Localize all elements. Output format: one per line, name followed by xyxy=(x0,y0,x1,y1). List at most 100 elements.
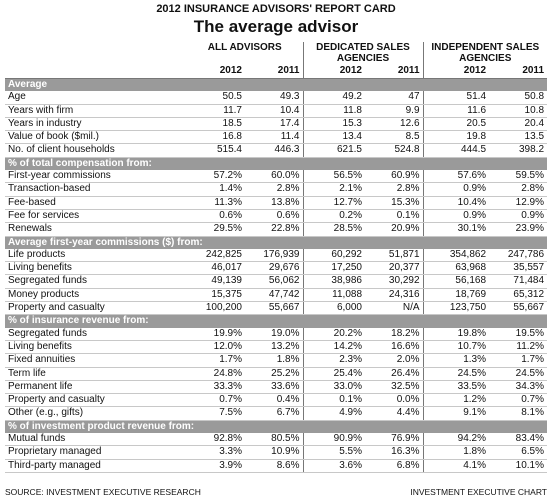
section-title: % of total compensation from: xyxy=(5,157,548,171)
cell-value: 46,017 xyxy=(187,261,245,276)
cell-value: 2.0% xyxy=(365,353,424,368)
cell-value: 25.4% xyxy=(302,367,365,381)
cell-value: 7.5% xyxy=(187,406,245,421)
cell-value: 2.8% xyxy=(489,182,548,197)
cell-value: 29.5% xyxy=(187,222,245,237)
cell-value: 6,000 xyxy=(302,301,365,316)
cell-value: 33.5% xyxy=(422,380,490,395)
data-row: Fee for services 0.6% 0.6% 0.2% 0.1% 0.9% 0.9% xyxy=(5,209,548,224)
cell-value: 0.0% xyxy=(365,393,424,408)
row-label: Renewals xyxy=(5,222,187,237)
cell-value: 26.4% xyxy=(365,367,424,381)
data-row: Property and casualty 100,200 55,667 6,000 N… xyxy=(5,301,548,316)
cell-value: 621.5 xyxy=(302,143,365,158)
cell-value: 20.4 xyxy=(489,117,548,132)
cell-value: 13.8% xyxy=(245,196,303,210)
cell-value: 47,742 xyxy=(245,288,303,303)
cell-value: 524.8 xyxy=(365,143,424,158)
cell-value: 123,750 xyxy=(422,301,490,316)
cell-value: 51,871 xyxy=(365,248,424,263)
cell-value: 11.7 xyxy=(187,104,245,118)
cell-value: 57.6% xyxy=(422,170,490,184)
cell-value: 20.2% xyxy=(302,327,365,341)
cell-value: 19.5% xyxy=(489,327,548,341)
cell-value: 28.5% xyxy=(302,222,365,237)
section-row: Average first-year commissions ($) from: xyxy=(5,236,548,249)
cell-value: N/A xyxy=(365,301,424,316)
cell-value: 3.3% xyxy=(187,445,245,460)
data-row: Mutual funds 92.8% 80.5% 90.9% 76.9% 94.2% 83.… xyxy=(5,433,548,447)
cell-value: 3.9% xyxy=(187,459,245,473)
cell-value: 33.6% xyxy=(245,380,303,395)
group-header-row: ALL ADVISORS DEDICATED SALES AGENCIES INDE… xyxy=(5,42,548,64)
cell-value: 9.9 xyxy=(365,104,424,118)
year-header: 2011 xyxy=(365,64,424,79)
row-label: Life products xyxy=(5,248,187,263)
cell-value: 6.5% xyxy=(489,445,548,460)
cell-value: 59.5% xyxy=(489,170,548,184)
cell-value: 1.7% xyxy=(187,353,245,368)
cell-value: 4.4% xyxy=(365,406,424,421)
cell-value: 515.4 xyxy=(187,143,245,158)
cell-value: 1.2% xyxy=(422,393,490,408)
cell-value: 63,968 xyxy=(422,261,490,276)
data-row: Transaction-based 1.4% 2.8% 2.1% 2.8% 0.9% 2.8… xyxy=(5,182,548,197)
cell-value: 18,769 xyxy=(422,288,490,303)
cell-value: 18.5 xyxy=(187,117,245,132)
row-label: Term life xyxy=(5,367,187,381)
data-row: Years with firm 11.7 10.4 11.8 9.9 11.6 10.8 xyxy=(5,104,548,118)
cell-value: 29,676 xyxy=(245,261,303,276)
row-label: Living benefits xyxy=(5,340,187,355)
data-row: Proprietary managed 3.3% 10.9% 5.5% 16.3% 1.8… xyxy=(5,445,548,460)
cell-value: 0.6% xyxy=(245,209,303,224)
data-row: Fixed annuities 1.7% 1.8% 2.3% 2.0% 1.3% 1.7% xyxy=(5,353,548,368)
cell-value: 24.5% xyxy=(422,367,490,381)
credit: INVESTMENT EXECUTIVE CHART xyxy=(410,487,547,497)
cell-value: 16.6% xyxy=(365,340,424,355)
section-row: Average xyxy=(5,78,548,92)
cell-value: 12.9% xyxy=(489,196,548,210)
cell-value: 19.0% xyxy=(245,327,303,341)
row-label: First-year commissions xyxy=(5,170,187,184)
row-label: No. of client households xyxy=(5,143,187,158)
cell-value: 0.7% xyxy=(489,393,548,408)
cell-value: 0.6% xyxy=(187,209,245,224)
row-label: Mutual funds xyxy=(5,433,187,447)
cell-value: 10.9% xyxy=(245,445,303,460)
cell-value: 10.7% xyxy=(422,340,490,355)
cell-value: 0.1% xyxy=(365,209,424,224)
group-header: DEDICATED SALES AGENCIES xyxy=(302,42,424,64)
cell-value: 8.5 xyxy=(365,130,424,145)
blank-cell xyxy=(5,42,187,64)
row-label: Age xyxy=(5,91,187,105)
data-row: Term life 24.8% 25.2% 25.4% 26.4% 24.5% 24.5% xyxy=(5,367,548,381)
cell-value: 19.9% xyxy=(187,327,245,341)
cell-value: 11.2% xyxy=(489,340,548,355)
data-row: Living benefits 12.0% 13.2% 14.2% 16.6% 10.7%… xyxy=(5,340,548,355)
cell-value: 0.9% xyxy=(422,209,490,224)
cell-value: 65,312 xyxy=(489,288,548,303)
row-label: Third-party managed xyxy=(5,459,187,473)
row-label: Property and casualty xyxy=(5,393,187,408)
year-header: 2012 xyxy=(422,64,490,79)
row-label: Fixed annuities xyxy=(5,353,187,368)
cell-value: 57.2% xyxy=(187,170,245,184)
cell-value: 17.4 xyxy=(245,117,303,132)
row-label: Years in industry xyxy=(5,117,187,132)
cell-value: 51.4 xyxy=(422,91,490,105)
data-row: Life products 242,825 176,939 60,292 51,871 3… xyxy=(5,248,548,263)
year-header: 2011 xyxy=(245,64,303,79)
data-row: Value of book ($mil.) 16.8 11.4 13.4 8.5 19.8… xyxy=(5,130,548,145)
data-row: Money products 15,375 47,742 11,088 24,316 18… xyxy=(5,288,548,303)
cell-value: 90.9% xyxy=(302,433,365,447)
cell-value: 80.5% xyxy=(245,433,303,447)
cell-value: 11.4 xyxy=(245,130,303,145)
cell-value: 12.0% xyxy=(187,340,245,355)
cell-value: 13.2% xyxy=(245,340,303,355)
data-row: Years in industry 18.5 17.4 15.3 12.6 20.5 20.… xyxy=(5,117,548,132)
cell-value: 24,316 xyxy=(365,288,424,303)
cell-value: 25.2% xyxy=(245,367,303,381)
data-row: Other (e.g., gifts) 7.5% 6.7% 4.9% 4.4% 9.1% 8… xyxy=(5,406,548,421)
cell-value: 49,139 xyxy=(187,274,245,289)
